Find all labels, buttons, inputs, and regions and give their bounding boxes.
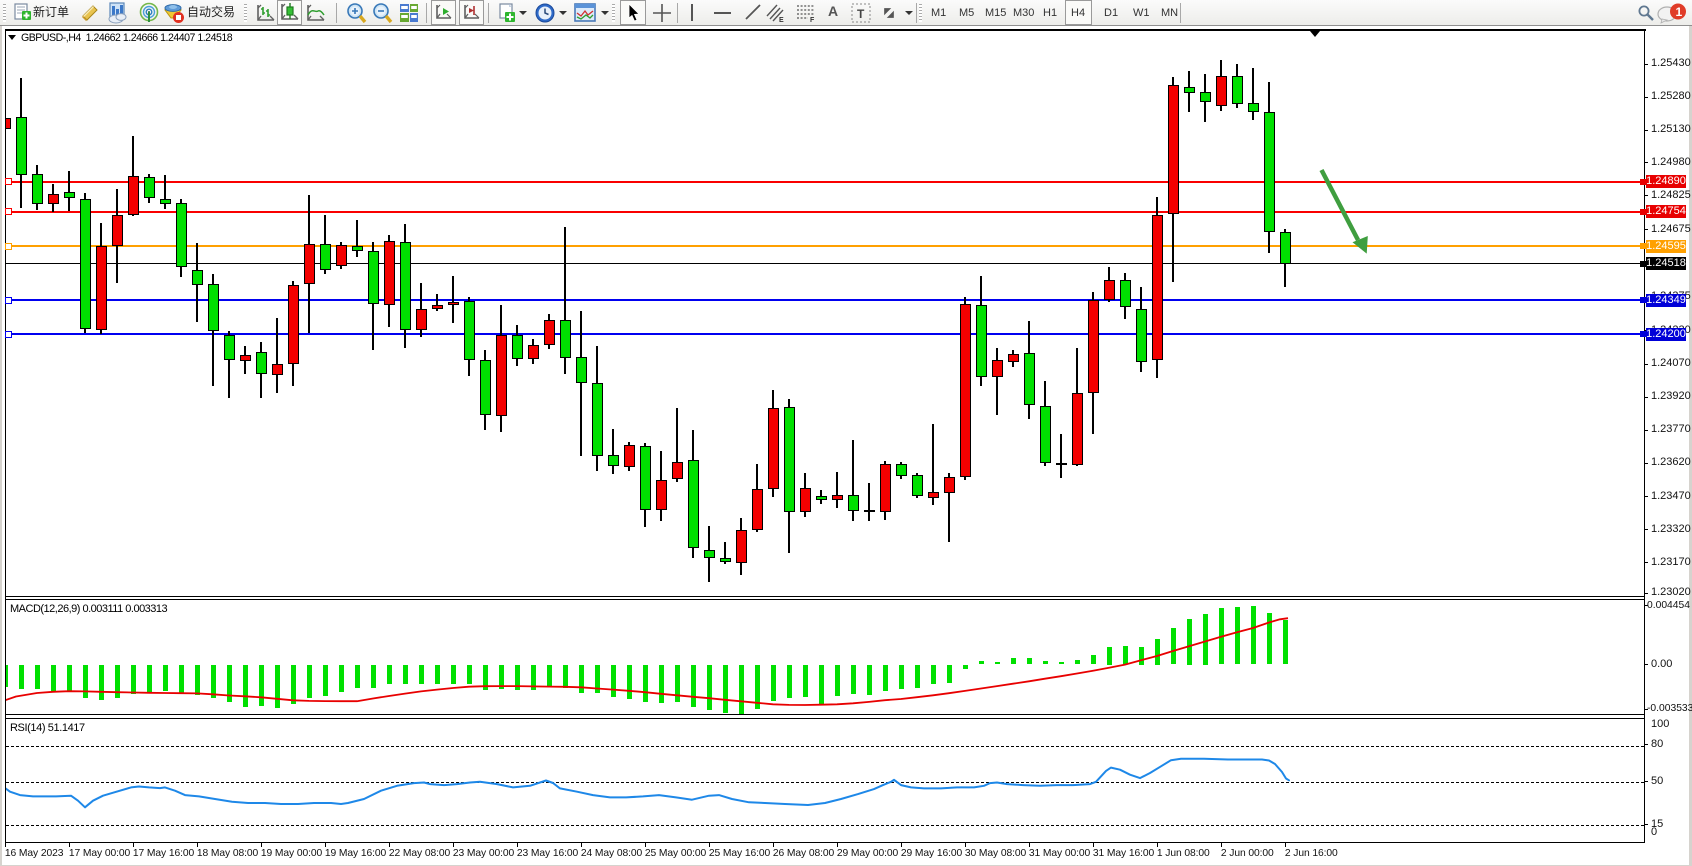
svg-text:F: F <box>810 17 815 22</box>
svg-text:T: T <box>857 7 865 21</box>
svg-text:E: E <box>779 17 784 23</box>
svg-text:1: 1 <box>1676 5 1683 19</box>
